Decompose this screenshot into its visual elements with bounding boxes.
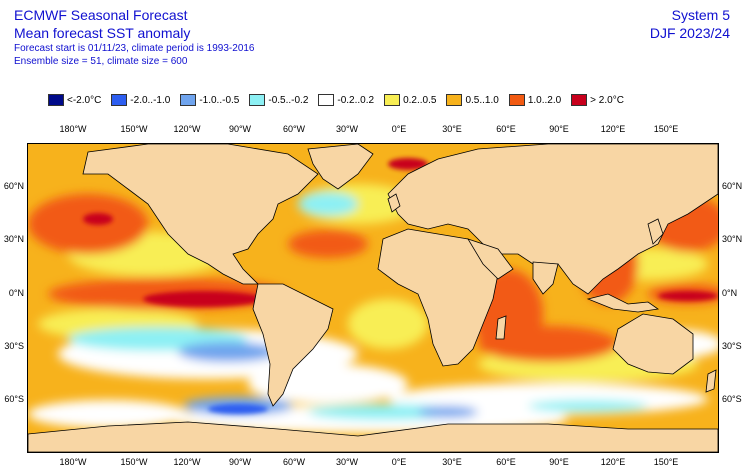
greenland: [307, 144, 374, 190]
anomaly-extremes: [83, 158, 718, 414]
axis-tick-label: 90°W: [228, 124, 252, 134]
axis-tick-label: 60°S: [4, 394, 24, 404]
period-label: DJF 2023/24: [649, 25, 730, 41]
axis-tick-label: 60°N: [722, 181, 743, 191]
great-britain: [387, 193, 401, 213]
land: [28, 144, 718, 452]
legend-item: 0.2..0.5: [384, 94, 436, 106]
legend-label: 0.5..1.0: [465, 94, 499, 106]
legend-item: -1.0..-0.5: [180, 94, 239, 106]
axis-tick-label: 30°E: [442, 457, 462, 467]
axis-tick-label: 90°E: [549, 124, 569, 134]
system-label: System 5: [671, 7, 730, 23]
axis-tick-label: 0°E: [391, 457, 407, 467]
axis-tick-label: 150°E: [653, 457, 679, 467]
subtitle-line1: Forecast start is 01/11/23, climate peri…: [14, 43, 255, 54]
axis-tick-label: 180°W: [59, 457, 87, 467]
legend-swatch: [508, 94, 525, 106]
australia: [612, 313, 694, 375]
sst-anomaly-map: [28, 144, 718, 452]
axis-tick-label: 120°E: [600, 457, 626, 467]
axis-tick-label: 0°N: [8, 288, 24, 298]
axis-tick-label: 30°W: [335, 457, 359, 467]
legend-label: -1.0..-0.5: [199, 94, 240, 106]
axis-tick-label: 180°W: [59, 124, 87, 134]
axis-tick-label: 0°N: [722, 288, 738, 298]
legend-swatch: [249, 94, 266, 106]
axis-tick-label: 30°N: [722, 234, 743, 244]
title-line1: ECMWF Seasonal Forecast: [14, 7, 188, 23]
axis-tick-label: 90°E: [549, 457, 569, 467]
axis-tick-label: 60°S: [722, 394, 742, 404]
legend-item: > 2.0°C: [571, 94, 624, 106]
subtitle-line2: Ensemble size = 51, climate size = 600: [14, 56, 188, 67]
india: [532, 261, 559, 295]
axis-tick-label: 60°E: [496, 124, 516, 134]
legend-item: -2.0..-1.0: [111, 94, 170, 106]
arabia: [467, 238, 514, 280]
legend-swatch: [571, 94, 588, 106]
axis-tick-label: 60°W: [282, 124, 306, 134]
axis-tick-label: 30°S: [722, 341, 742, 351]
axis-tick-label: 150°W: [120, 457, 148, 467]
axis-tick-label: 120°W: [173, 457, 201, 467]
legend-swatch: [180, 94, 197, 106]
madagascar: [495, 315, 507, 340]
legend-label: 1.0..2.0: [527, 94, 562, 106]
legend-item: -0.5..-0.2: [249, 94, 308, 106]
legend-swatch: [446, 94, 463, 106]
color-legend: <-2.0°C -2.0..-1.0 -1.0..-0.5 -0.5..-0.2 -0.…: [48, 94, 634, 106]
legend-item: 1.0..2.0: [508, 94, 562, 106]
legend-label: -0.2..0.2: [337, 94, 375, 106]
legend-label: 0.2..0.5: [403, 94, 437, 106]
title-line2: Mean forecast SST anomaly: [14, 25, 191, 41]
axis-tick-label: 30°N: [3, 234, 24, 244]
legend-label: <-2.0°C: [67, 94, 102, 106]
indonesia: [586, 293, 660, 313]
axis-tick-label: 30°S: [4, 341, 24, 351]
japan: [647, 218, 664, 245]
africa: [377, 228, 499, 367]
legend-swatch: [384, 94, 401, 106]
axis-tick-label: 60°E: [496, 457, 516, 467]
axis-tick-label: 90°W: [228, 457, 252, 467]
legend-label: -0.5..-0.2: [268, 94, 309, 106]
axis-tick-label: 150°E: [653, 124, 679, 134]
axis-tick-label: 30°W: [335, 124, 359, 134]
legend-label: -2.0..-1.0: [130, 94, 171, 106]
legend-item: -0.2..0.2: [318, 94, 374, 106]
header-right: System 5 DJF 2023/24: [650, 6, 730, 42]
eurasia: [387, 144, 718, 295]
axis-tick-label: 150°W: [120, 124, 148, 134]
header-left: ECMWF Seasonal Forecast Mean forecast SS…: [14, 6, 255, 68]
legend-item: 0.5..1.0: [446, 94, 499, 106]
south-america: [252, 283, 334, 407]
legend-swatch: [318, 94, 335, 106]
legend-item: <-2.0°C: [48, 94, 101, 106]
legend-swatch: [111, 94, 128, 106]
axis-tick-label: 30°E: [442, 124, 462, 134]
axis-tick-label: 0°E: [391, 124, 407, 134]
axis-tick-label: 60°W: [282, 457, 306, 467]
legend-swatch: [48, 94, 64, 106]
antarctica: [28, 421, 718, 452]
axis-tick-label: 120°W: [173, 124, 201, 134]
axis-tick-label: 120°E: [600, 124, 626, 134]
legend-label: > 2.0°C: [590, 94, 624, 106]
axis-tick-label: 60°N: [3, 181, 24, 191]
north-america: [82, 144, 319, 285]
new-zealand: [705, 369, 717, 393]
map-frame: [27, 143, 719, 453]
